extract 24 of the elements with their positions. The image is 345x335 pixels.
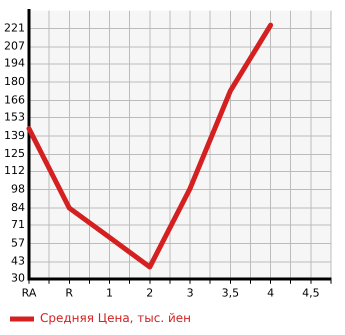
y-tick-label: 43 — [10, 254, 25, 268]
y-tick-label: 153 — [4, 110, 25, 124]
x-tick-label: R — [65, 286, 74, 300]
x-tick-label: 2 — [146, 286, 154, 300]
x-tick-label: 4,5 — [302, 286, 320, 300]
y-tick-label: 207 — [4, 40, 25, 53]
y-tick-label: 221 — [4, 21, 25, 34]
y-tick-label: 194 — [4, 56, 25, 70]
x-tick-label: 3 — [186, 286, 194, 300]
y-tick-label: 98 — [10, 182, 25, 196]
x-tick-label: 3,5 — [222, 286, 240, 300]
x-tick-label: 1 — [106, 286, 114, 300]
y-tick-label: 30 — [10, 272, 25, 285]
x-tick-label: 4 — [267, 286, 274, 300]
y-tick-label: 180 — [4, 75, 25, 88]
legend-label: Средняя Цена, тыс. йен — [40, 311, 192, 326]
y-tick-label: 125 — [4, 147, 25, 160]
y-tick-label: 57 — [10, 236, 25, 250]
y-tick-label: 112 — [4, 164, 25, 178]
y-tick-label: 84 — [10, 200, 25, 214]
y-tick-label: 139 — [4, 128, 25, 142]
x-tick-label: RA — [22, 286, 37, 300]
y-tick-label: 71 — [10, 218, 25, 231]
y-tick-label: 166 — [4, 93, 25, 106]
